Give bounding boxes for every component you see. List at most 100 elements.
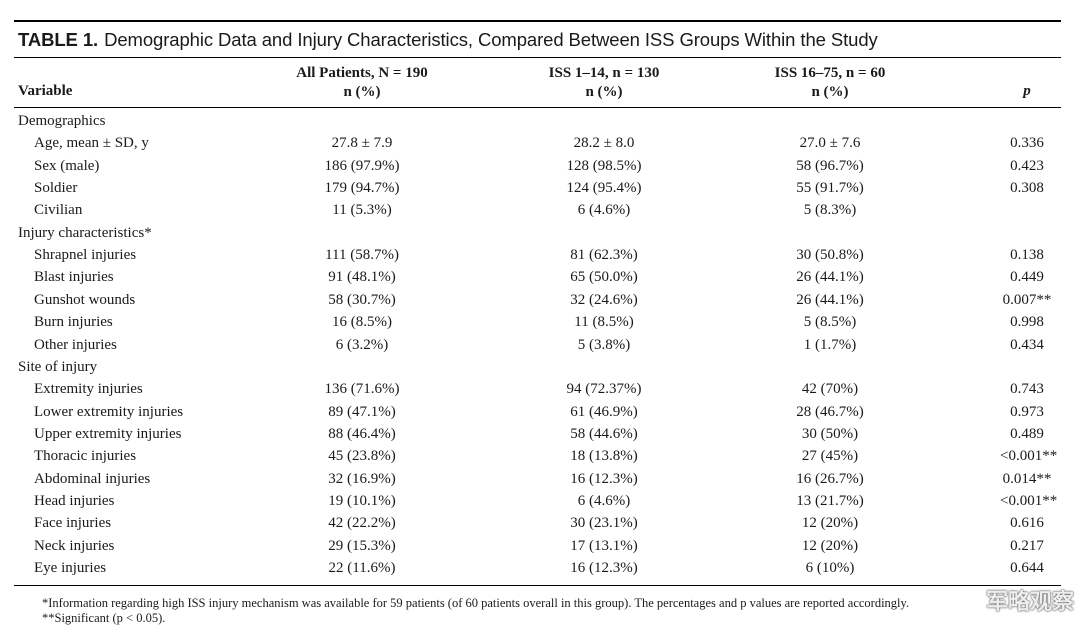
cell-variable: Eye injuries bbox=[34, 560, 107, 576]
cell-p-value: <0.001** bbox=[1000, 448, 1058, 465]
header-low-line1: ISS 1–14, n = 130 bbox=[548, 65, 660, 81]
footnote-mechanism: *Information regarding high ISS injury m… bbox=[42, 596, 910, 610]
cell-all-patients: 11 (5.3%) bbox=[332, 202, 392, 219]
section-header-row: Demographics bbox=[0, 113, 1080, 135]
cell-iss-high: 58 (96.7%) bbox=[796, 157, 864, 174]
table-title: TABLE 1. Demographic Data and Injury Char… bbox=[18, 29, 878, 51]
cell-p-value: 0.014** bbox=[1002, 470, 1052, 487]
cell-iss-high: 55 (91.7%) bbox=[796, 180, 864, 197]
cell-all-patients: 45 (23.8%) bbox=[328, 448, 396, 465]
cell-iss-low: 94 (72.37%) bbox=[566, 381, 642, 398]
cell-variable: Shrapnel injuries bbox=[34, 247, 137, 264]
title-rule bbox=[14, 57, 1061, 58]
cell-iss-low: 18 (13.8%) bbox=[570, 448, 638, 465]
cell-variable: Demographics bbox=[18, 113, 106, 129]
cell-all-patients: 32 (16.9%) bbox=[328, 470, 396, 487]
cell-variable: Blast injuries bbox=[34, 269, 114, 286]
cell-iss-high: 6 (10%) bbox=[805, 560, 855, 576]
cell-iss-high: 5 (8.3%) bbox=[803, 202, 857, 219]
cell-all-patients: 29 (15.3%) bbox=[328, 537, 396, 554]
cell-variable: Civilian bbox=[34, 202, 83, 219]
cell-variable: Abdominal injuries bbox=[34, 470, 151, 487]
table-row: Sex (male) 186 (97.9%) 128 (98.5%) 58 (96.7… bbox=[0, 158, 1080, 180]
cell-iss-low: 30 (23.1%) bbox=[570, 515, 638, 532]
cell-all-patients: 89 (47.1%) bbox=[328, 403, 396, 420]
cell-variable: Head injuries bbox=[34, 492, 115, 509]
cell-all-patients: 19 (10.1%) bbox=[328, 492, 396, 509]
header-all-line1: All Patients, N = 190 bbox=[296, 65, 428, 81]
cell-all-patients: 16 (8.5%) bbox=[332, 314, 392, 331]
cell-iss-high: 16 (26.7%) bbox=[796, 470, 864, 487]
cell-iss-low: 28.2 ± 8.0 bbox=[573, 135, 635, 152]
cell-variable: Lower extremity injuries bbox=[34, 403, 184, 420]
footnote-significance: **Significant (p < 0.05). bbox=[42, 611, 166, 625]
cell-p-value: 0.007** bbox=[1002, 291, 1052, 308]
table-row: Extremity injuries 136 (71.6%) 94 (72.37%)… bbox=[0, 381, 1080, 403]
table-row: Lower extremity injuries 89 (47.1%) 61 (46… bbox=[0, 404, 1080, 426]
table-row: Soldier 179 (94.7%) 124 (95.4%) 55 (91.7%) 0… bbox=[0, 180, 1080, 202]
table-title-text: Demographic Data and Injury Characterist… bbox=[104, 29, 878, 50]
cell-p-value: 0.138 bbox=[1010, 247, 1044, 264]
cell-p-value: 0.489 bbox=[1010, 425, 1044, 442]
cell-iss-high: 12 (20%) bbox=[801, 515, 859, 532]
cell-p-value: 0.973 bbox=[1010, 403, 1044, 420]
cell-iss-high: 13 (21.7%) bbox=[796, 492, 864, 509]
cell-p-value: 0.434 bbox=[1010, 336, 1044, 353]
header-all-line2: n (%) bbox=[343, 84, 381, 100]
cell-iss-low: 16 (12.3%) bbox=[570, 470, 638, 487]
cell-p-value: 0.336 bbox=[1010, 135, 1044, 152]
table-row: Eye injuries 22 (11.6%) 16 (12.3%) 6 (10%) 0… bbox=[0, 560, 1080, 582]
cell-variable: Gunshot wounds bbox=[34, 291, 136, 308]
header-variable: Variable bbox=[18, 83, 73, 99]
header-iss-low: ISS 1–14, n = 130 n (%) bbox=[504, 64, 704, 102]
cell-all-patients: 88 (46.4%) bbox=[328, 425, 396, 442]
cell-p-value: 0.644 bbox=[1010, 560, 1044, 576]
cell-iss-high: 26 (44.1%) bbox=[796, 269, 864, 286]
cell-iss-low: 65 (50.0%) bbox=[570, 269, 638, 286]
cell-variable: Neck injuries bbox=[34, 537, 115, 554]
cell-all-patients: 186 (97.9%) bbox=[324, 157, 400, 174]
table-row: Other injuries 6 (3.2%) 5 (3.8%) 1 (1.7%) 0.… bbox=[0, 337, 1080, 359]
cell-variable: Thoracic injuries bbox=[34, 448, 137, 465]
cell-iss-low: 124 (95.4%) bbox=[566, 180, 642, 197]
table-row: Neck injuries 29 (15.3%) 17 (13.1%) 12 (20%… bbox=[0, 538, 1080, 560]
table-number: TABLE 1. bbox=[18, 29, 99, 50]
table-row: Abdominal injuries 32 (16.9%) 16 (12.3%) 16… bbox=[0, 471, 1080, 493]
table-row: Upper extremity injuries 88 (46.4%) 58 (44… bbox=[0, 426, 1080, 448]
header-iss-high: ISS 16–75, n = 60 n (%) bbox=[730, 64, 930, 102]
table-row: Face injuries 42 (22.2%) 30 (23.1%) 12 (20%… bbox=[0, 515, 1080, 537]
header-high-line1: ISS 16–75, n = 60 bbox=[774, 65, 886, 81]
section-header-row: Injury characteristics* bbox=[0, 225, 1080, 247]
table-top-rule bbox=[14, 20, 1061, 22]
cell-all-patients: 136 (71.6%) bbox=[324, 381, 400, 398]
cell-p-value: 0.308 bbox=[1010, 180, 1044, 197]
cell-iss-low: 61 (46.9%) bbox=[570, 403, 638, 420]
table-row: Head injuries 19 (10.1%) 6 (4.6%) 13 (21.7%… bbox=[0, 493, 1080, 515]
cell-iss-high: 42 (70%) bbox=[801, 381, 859, 398]
cell-variable: Sex (male) bbox=[34, 157, 100, 174]
cell-iss-low: 17 (13.1%) bbox=[570, 537, 638, 554]
cell-p-value: 0.217 bbox=[1010, 537, 1044, 554]
cell-iss-low: 128 (98.5%) bbox=[566, 157, 642, 174]
cell-all-patients: 58 (30.7%) bbox=[328, 291, 396, 308]
header-p-value: p bbox=[1023, 83, 1031, 99]
cell-variable: Site of injury bbox=[18, 358, 98, 375]
cell-variable: Extremity injuries bbox=[34, 381, 143, 398]
header-low-line2: n (%) bbox=[585, 84, 623, 100]
cell-variable: Age, mean ± SD, y bbox=[34, 135, 149, 152]
cell-p-value: 0.449 bbox=[1010, 269, 1044, 286]
table-row: Age, mean ± SD, y 27.8 ± 7.9 28.2 ± 8.0 27.… bbox=[0, 135, 1080, 157]
cell-variable: Upper extremity injuries bbox=[34, 425, 182, 442]
cell-iss-low: 5 (3.8%) bbox=[577, 336, 631, 353]
header-high-line2: n (%) bbox=[811, 84, 849, 100]
cell-variable: Burn injuries bbox=[34, 314, 113, 331]
cell-all-patients: 27.8 ± 7.9 bbox=[331, 135, 393, 152]
cell-iss-high: 30 (50.8%) bbox=[796, 247, 864, 264]
cell-all-patients: 91 (48.1%) bbox=[328, 269, 396, 286]
cell-iss-low: 6 (4.6%) bbox=[577, 202, 631, 219]
cell-all-patients: 22 (11.6%) bbox=[328, 560, 396, 576]
cell-iss-low: 32 (24.6%) bbox=[570, 291, 638, 308]
cell-all-patients: 42 (22.2%) bbox=[328, 515, 396, 532]
cell-iss-low: 11 (8.5%) bbox=[574, 314, 634, 331]
cell-p-value: 0.423 bbox=[1010, 157, 1044, 174]
